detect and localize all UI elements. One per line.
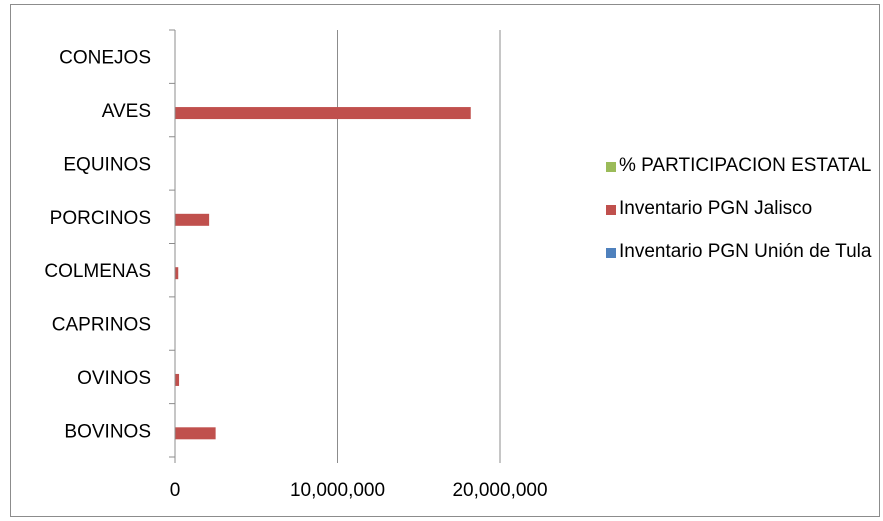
y-tick-label: CAPRINOS	[52, 315, 151, 336]
bar	[175, 213, 210, 226]
y-tick-label: OVINOS	[77, 368, 151, 389]
legend-item-union-de-tula: Inventario PGN Unión de Tula	[606, 236, 876, 268]
legend-swatch	[606, 205, 616, 215]
gridlines	[337, 30, 501, 457]
legend-label: % PARTICIPACION ESTATAL	[619, 155, 872, 176]
y-tick-label: PORCINOS	[50, 208, 151, 229]
y-tick-label: COLMENAS	[44, 261, 151, 282]
y-tick-label: CONEJOS	[59, 48, 151, 69]
y-tick-label: BOVINOS	[64, 421, 151, 442]
bar	[175, 427, 216, 440]
axes	[169, 29, 501, 463]
bar	[175, 267, 179, 280]
y-tick-label: AVES	[102, 101, 151, 122]
axis-labels: 0 10,000,000 20,000,000 BOVINOS OVINOS CAPRIN…	[44, 48, 547, 501]
legend-swatch	[606, 248, 616, 258]
x-tick-label: 0	[170, 480, 181, 501]
x-tick-label: 20,000,000	[452, 480, 547, 501]
legend: % PARTICIPACION ESTATAL Inventario PGN J…	[606, 150, 876, 268]
chart-frame	[10, 4, 880, 517]
legend-swatch	[606, 162, 616, 172]
x-tick-label: 10,000,000	[290, 480, 385, 501]
bar	[175, 107, 471, 120]
bars	[175, 107, 471, 440]
legend-item-jalisco: Inventario PGN Jalisco	[606, 193, 876, 225]
legend-label: Inventario PGN Jalisco	[619, 198, 813, 219]
bar	[175, 373, 180, 386]
legend-label: Inventario PGN Unión de Tula	[619, 241, 872, 262]
legend-item-participacion: % PARTICIPACION ESTATAL	[606, 150, 876, 182]
y-tick-label: EQUINOS	[63, 154, 151, 175]
